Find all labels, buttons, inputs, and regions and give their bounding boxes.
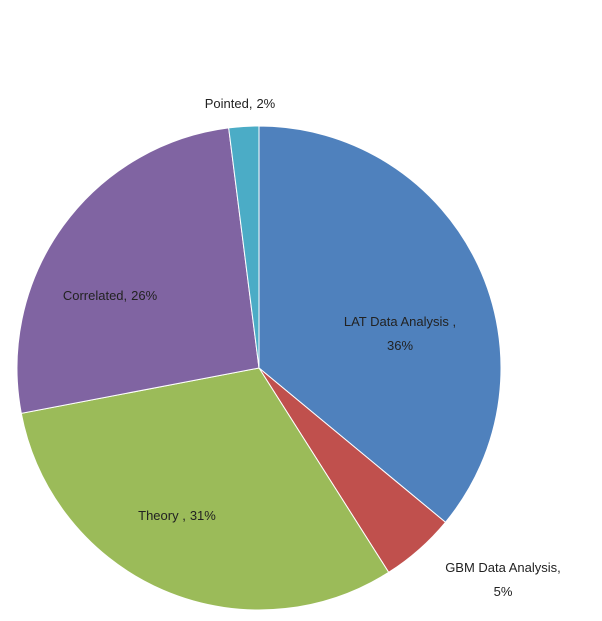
data-label: LAT Data Analysis , 36% (344, 314, 456, 353)
pie-slice (20, 367, 390, 611)
label-category: Pointed, (205, 96, 253, 111)
label-category: Theory , (138, 508, 186, 523)
label-value: 36% (387, 338, 413, 353)
data-label: GBM Data Analysis, 5% (445, 560, 561, 599)
label-value: 5% (494, 584, 513, 599)
label-category: GBM Data Analysis, (445, 560, 561, 575)
label-value: 2% (256, 96, 275, 111)
data-label: Pointed, 2% (205, 96, 276, 111)
label-category: Correlated, (63, 288, 127, 303)
label-category: LAT Data Analysis , (344, 314, 456, 329)
data-label: Correlated, 26% (63, 288, 158, 303)
pie-slice (258, 125, 502, 523)
label-value: 31% (190, 508, 216, 523)
label-value: 26% (131, 288, 157, 303)
pie-slice (16, 127, 260, 414)
data-label: Theory , 31% (138, 508, 216, 523)
pie-slice (228, 125, 260, 369)
